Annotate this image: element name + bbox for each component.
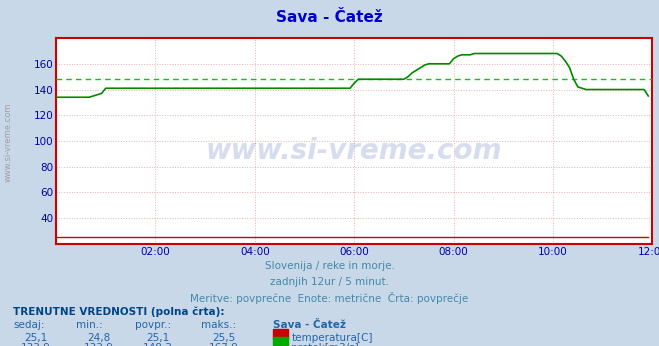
Text: www.si-vreme.com: www.si-vreme.com bbox=[3, 102, 13, 182]
Text: 167,9: 167,9 bbox=[209, 343, 239, 346]
Text: 133,9: 133,9 bbox=[84, 343, 114, 346]
Text: www.si-vreme.com: www.si-vreme.com bbox=[206, 137, 502, 165]
Text: TRENUTNE VREDNOSTI (polna črta):: TRENUTNE VREDNOSTI (polna črta): bbox=[13, 306, 225, 317]
Text: min.:: min.: bbox=[76, 320, 103, 330]
Text: 25,1: 25,1 bbox=[146, 333, 170, 343]
Text: Sava - Čatež: Sava - Čatež bbox=[273, 320, 347, 330]
Text: zadnjih 12ur / 5 minut.: zadnjih 12ur / 5 minut. bbox=[270, 277, 389, 287]
Text: pretok[m3/s]: pretok[m3/s] bbox=[291, 343, 359, 346]
Text: Meritve: povprečne  Enote: metrične  Črta: povprečje: Meritve: povprečne Enote: metrične Črta:… bbox=[190, 292, 469, 304]
Text: 25,5: 25,5 bbox=[212, 333, 236, 343]
Text: temperatura[C]: temperatura[C] bbox=[291, 333, 373, 343]
Text: 24,8: 24,8 bbox=[87, 333, 111, 343]
Text: povpr.:: povpr.: bbox=[135, 320, 171, 330]
Text: 133,9: 133,9 bbox=[21, 343, 51, 346]
Text: 148,3: 148,3 bbox=[143, 343, 173, 346]
Text: Slovenija / reke in morje.: Slovenija / reke in morje. bbox=[264, 261, 395, 271]
Text: Sava - Čatež: Sava - Čatež bbox=[276, 10, 383, 25]
Text: 25,1: 25,1 bbox=[24, 333, 48, 343]
Text: sedaj:: sedaj: bbox=[13, 320, 45, 330]
Text: maks.:: maks.: bbox=[201, 320, 236, 330]
